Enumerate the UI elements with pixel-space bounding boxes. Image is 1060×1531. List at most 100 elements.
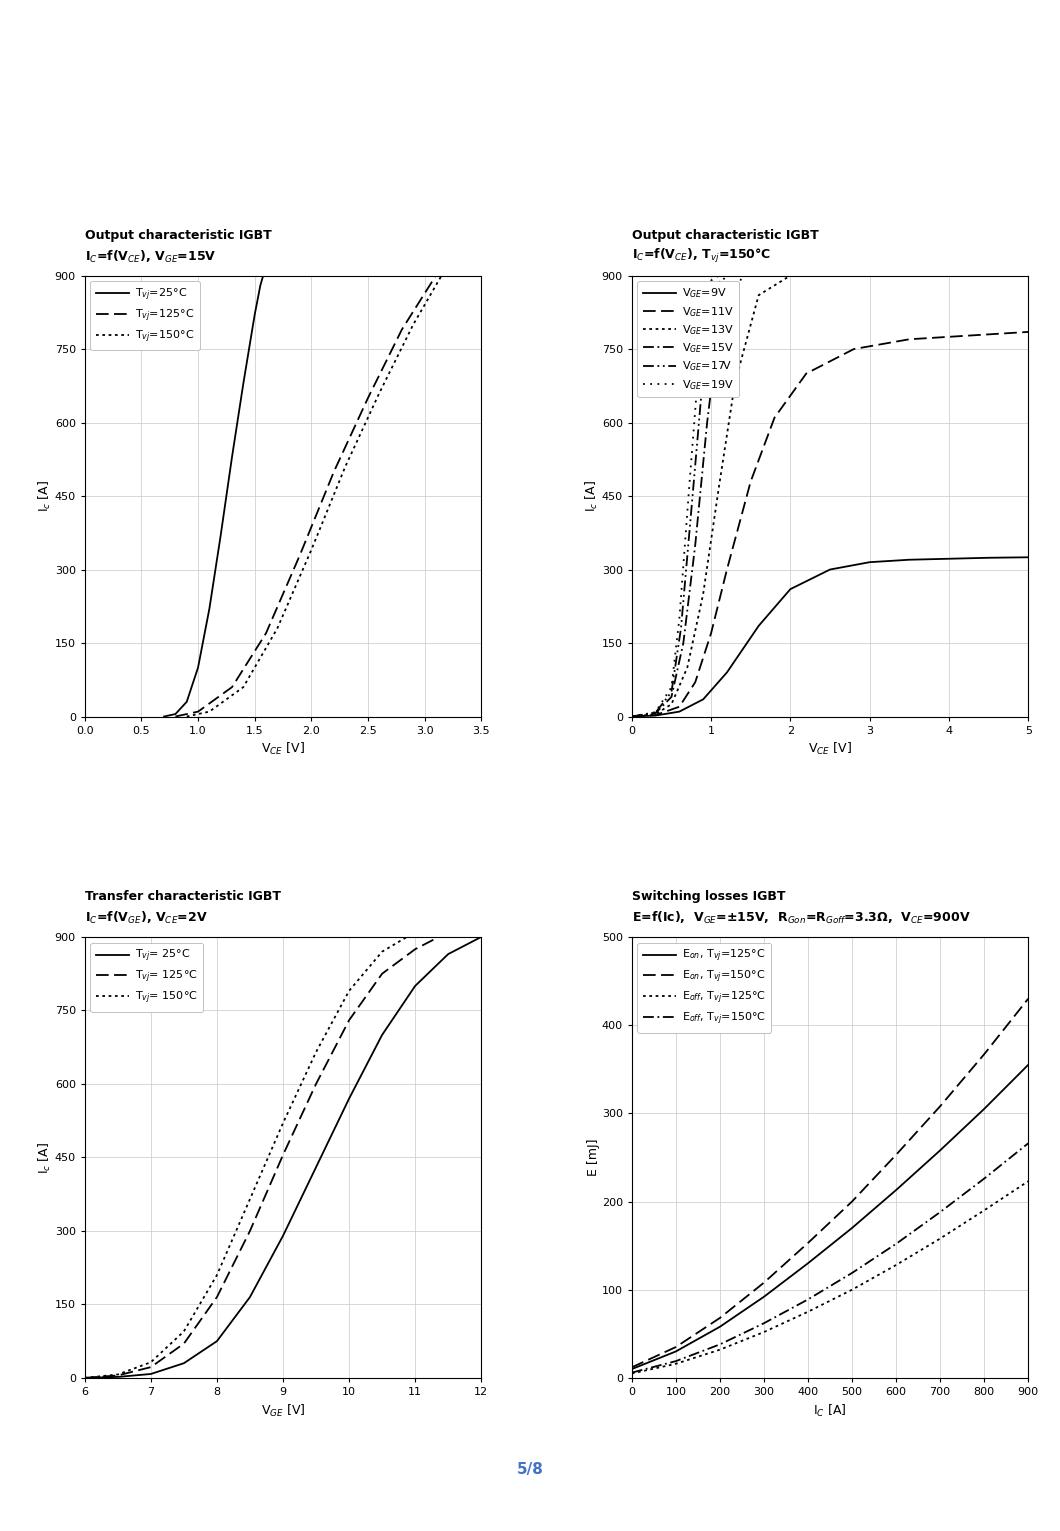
- T$_{vj}$= 25°C: [475, 928, 488, 946]
- T$_{vj}$= 125°C: [111, 1366, 124, 1384]
- T$_{vj}$=25°C: [237, 374, 250, 392]
- T$_{vj}$= 125°C: [475, 912, 488, 931]
- V$_{GE}$=17V: [649, 703, 661, 721]
- T$_{vj}$= 125°C: [342, 1010, 355, 1029]
- V$_{GE}$=19V: [683, 482, 695, 501]
- T$_{vj}$= 25°C: [177, 1353, 190, 1372]
- V$_{GE}$=11V: [768, 409, 781, 427]
- V$_{GE}$=11V: [721, 560, 734, 579]
- V$_{GE}$=11V: [983, 325, 995, 343]
- V$_{GE}$=9V: [721, 663, 734, 681]
- X-axis label: V$_{GE}$ [V]: V$_{GE}$ [V]: [261, 1402, 305, 1419]
- Text: I$_C$=f(V$_{GE}$), V$_{CE}$=2V: I$_C$=f(V$_{GE}$), V$_{CE}$=2V: [85, 909, 208, 926]
- E$_{off}$, T$_{vj}$=150°C: [670, 1352, 683, 1370]
- Text: I$_C$=f(V$_{CE}$), T$_{vj}$=150°C: I$_C$=f(V$_{CE}$), T$_{vj}$=150°C: [632, 246, 771, 265]
- T$_{vj}$=25°C: [180, 692, 193, 710]
- V$_{GE}$=11V: [1022, 323, 1035, 341]
- E$_{off}$, T$_{vj}$=150°C: [1022, 1134, 1035, 1153]
- Line: V$_{GE}$=19V: V$_{GE}$=19V: [632, 271, 727, 717]
- T$_{vj}$=25°C: [158, 707, 171, 726]
- T$_{vj}$=150°C: [305, 540, 318, 559]
- Y-axis label: I$_c$ [A]: I$_c$ [A]: [37, 479, 53, 513]
- E$_{on}$, T$_{vj}$=150°C: [934, 1098, 947, 1116]
- Line: V$_{GE}$=15V: V$_{GE}$=15V: [632, 271, 775, 717]
- V$_{GE}$=19V: [693, 349, 706, 367]
- T$_{vj}$= 150°C: [78, 1369, 91, 1387]
- Line: V$_{GE}$=11V: V$_{GE}$=11V: [632, 332, 1028, 717]
- V$_{GE}$=19V: [665, 678, 677, 697]
- V$_{GE}$=13V: [665, 695, 677, 713]
- T$_{vj}$=125°C: [361, 389, 374, 407]
- V$_{GE}$=19V: [705, 271, 718, 289]
- V$_{GE}$=11V: [847, 340, 860, 358]
- V$_{GE}$=11V: [705, 625, 718, 643]
- Text: 5/8: 5/8: [516, 1462, 544, 1477]
- V$_{GE}$=19V: [721, 262, 734, 280]
- T$_{vj}$=25°C: [248, 306, 261, 325]
- E$_{on}$, T$_{vj}$=150°C: [889, 1145, 902, 1164]
- V$_{GE}$=9V: [983, 548, 995, 566]
- V$_{GE}$=15V: [625, 707, 638, 726]
- E$_{on}$, T$_{vj}$=150°C: [977, 1046, 990, 1064]
- E$_{off}$, T$_{vj}$=125°C: [713, 1341, 726, 1360]
- V$_{GE}$=15V: [701, 413, 713, 432]
- E$_{on}$, T$_{vj}$=150°C: [713, 1309, 726, 1327]
- T$_{vj}$= 150°C: [277, 1115, 289, 1133]
- T$_{vj}$=125°C: [169, 707, 181, 726]
- V$_{GE}$=15V: [649, 704, 661, 723]
- E$_{off}$, T$_{vj}$=125°C: [801, 1303, 814, 1321]
- T$_{vj}$= 150°C: [111, 1366, 124, 1384]
- Line: E$_{off}$, T$_{vj}$=125°C: E$_{off}$, T$_{vj}$=125°C: [632, 1182, 1028, 1373]
- T$_{vj}$= 125°C: [244, 1222, 257, 1240]
- T$_{vj}$=150°C: [180, 707, 193, 726]
- Text: Switching losses IGBT: Switching losses IGBT: [632, 891, 785, 903]
- V$_{GE}$=9V: [784, 580, 797, 599]
- V$_{GE}$=9V: [824, 560, 836, 579]
- V$_{GE}$=15V: [689, 536, 702, 554]
- T$_{vj}$= 25°C: [111, 1367, 124, 1386]
- V$_{GE}$=9V: [863, 553, 876, 571]
- V$_{GE}$=11V: [625, 707, 638, 726]
- T$_{vj}$= 125°C: [409, 940, 422, 958]
- Y-axis label: I$_c$ [A]: I$_c$ [A]: [37, 1141, 53, 1174]
- Line: V$_{GE}$=17V: V$_{GE}$=17V: [632, 271, 735, 717]
- V$_{GE}$=13V: [649, 704, 661, 723]
- T$_{vj}$= 125°C: [78, 1369, 91, 1387]
- T$_{vj}$= 25°C: [375, 1026, 388, 1044]
- T$_{vj}$= 150°C: [475, 899, 488, 917]
- V$_{GE}$=11V: [903, 331, 916, 349]
- E$_{off}$, T$_{vj}$=150°C: [713, 1335, 726, 1353]
- T$_{vj}$=150°C: [339, 458, 352, 476]
- Legend: T$_{vj}$= 25°C, T$_{vj}$= 125°C, T$_{vj}$= 150°C: T$_{vj}$= 25°C, T$_{vj}$= 125°C, T$_{vj}…: [90, 943, 204, 1012]
- Legend: V$_{GE}$=9V, V$_{GE}$=11V, V$_{GE}$=13V, V$_{GE}$=15V, V$_{GE}$=17V, V$_{GE}$=19: V$_{GE}$=9V, V$_{GE}$=11V, V$_{GE}$=13V,…: [637, 282, 739, 397]
- T$_{vj}$=125°C: [294, 545, 306, 563]
- V$_{GE}$=11V: [689, 674, 702, 692]
- E$_{off}$, T$_{vj}$=125°C: [846, 1280, 859, 1298]
- V$_{GE}$=11V: [649, 706, 661, 724]
- Line: V$_{GE}$=13V: V$_{GE}$=13V: [632, 271, 830, 717]
- T$_{vj}$= 150°C: [375, 943, 388, 961]
- V$_{GE}$=13V: [753, 286, 765, 305]
- E$_{on}$, T$_{vj}$=125°C: [758, 1288, 771, 1306]
- E$_{on}$, T$_{vj}$=150°C: [625, 1358, 638, 1376]
- X-axis label: I$_C$ [A]: I$_C$ [A]: [813, 1402, 847, 1419]
- V$_{GE}$=9V: [942, 550, 955, 568]
- T$_{vj}$= 125°C: [375, 965, 388, 983]
- T$_{vj}$=25°C: [192, 658, 205, 677]
- X-axis label: V$_{CE}$ [V]: V$_{CE}$ [V]: [808, 741, 852, 758]
- T$_{vj}$=125°C: [328, 462, 340, 481]
- Y-axis label: I$_c$ [A]: I$_c$ [A]: [584, 479, 600, 513]
- E$_{off}$, T$_{vj}$=150°C: [889, 1234, 902, 1252]
- T$_{vj}$= 125°C: [277, 1145, 289, 1164]
- V$_{GE}$=9V: [696, 690, 709, 709]
- V$_{GE}$=13V: [728, 374, 741, 392]
- E$_{on}$, T$_{vj}$=125°C: [713, 1318, 726, 1337]
- X-axis label: V$_{CE}$ [V]: V$_{CE}$ [V]: [261, 741, 305, 758]
- E$_{off}$, T$_{vj}$=150°C: [758, 1314, 771, 1332]
- Legend: T$_{vj}$=25°C, T$_{vj}$=125°C, T$_{vj}$=150°C: T$_{vj}$=25°C, T$_{vj}$=125°C, T$_{vj}$=…: [90, 282, 199, 351]
- T$_{vj}$= 150°C: [177, 1323, 190, 1341]
- T$_{vj}$= 125°C: [144, 1358, 157, 1376]
- E$_{on}$, T$_{vj}$=150°C: [801, 1234, 814, 1252]
- E$_{off}$, T$_{vj}$=125°C: [758, 1323, 771, 1341]
- Line: E$_{on}$, T$_{vj}$=125°C: E$_{on}$, T$_{vj}$=125°C: [632, 1066, 1028, 1369]
